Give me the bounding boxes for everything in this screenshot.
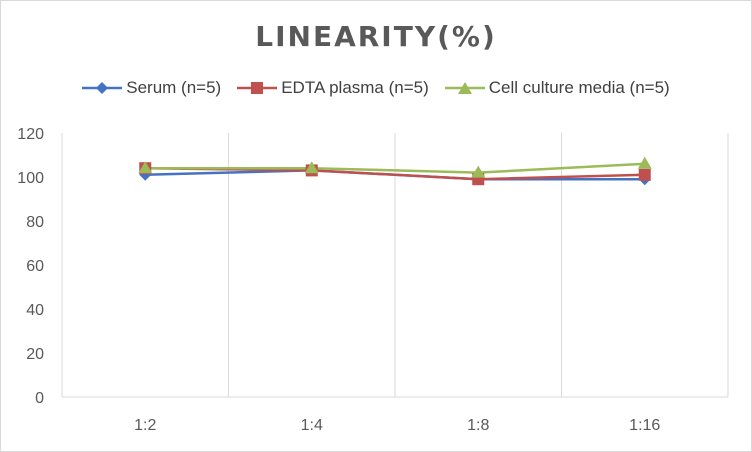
legend-label-edta-plasma: EDTA plasma (n=5) — [281, 78, 429, 97]
data-point-triangle — [637, 156, 652, 169]
y-tick-label: 20 — [26, 346, 44, 363]
legend-item-serum: Serum (n=5) — [82, 78, 221, 98]
x-tick-label: 1:8 — [467, 417, 489, 434]
x-tick-label: 1:2 — [134, 417, 156, 434]
legend-label-cell-culture-media: Cell culture media (n=5) — [488, 78, 670, 97]
series-line — [145, 162, 645, 174]
chart-title: LINEARITY(%) — [255, 20, 497, 53]
data-point-square — [638, 168, 651, 181]
legend-item-edta-plasma: EDTA plasma (n=5) — [237, 78, 429, 98]
y-tick-label: 100 — [17, 170, 44, 187]
y-tick-label: 80 — [26, 214, 44, 231]
data-point-triangle — [471, 165, 486, 178]
legend-label-serum: Serum (n=5) — [126, 78, 222, 97]
data-point-triangle — [138, 161, 153, 174]
y-tick-label: 40 — [26, 302, 44, 319]
x-tick-label: 1:4 — [301, 417, 323, 434]
y-tick-label: 120 — [17, 126, 44, 143]
data-point-triangle — [304, 161, 319, 174]
legend-marker-edta-plasma — [237, 82, 278, 94]
y-tick-label: 0 — [35, 390, 44, 407]
legend-marker-serum — [82, 82, 123, 94]
x-tick-label: 1:16 — [629, 417, 660, 434]
y-tick-label: 60 — [26, 258, 44, 275]
legend-item-cell-culture-media: Cell culture media (n=5) — [444, 78, 670, 98]
legend: Serum (n=5) EDTA plasma (n=5) Cell cultu… — [0, 78, 752, 98]
legend-marker-cell-culture-media — [444, 82, 485, 94]
